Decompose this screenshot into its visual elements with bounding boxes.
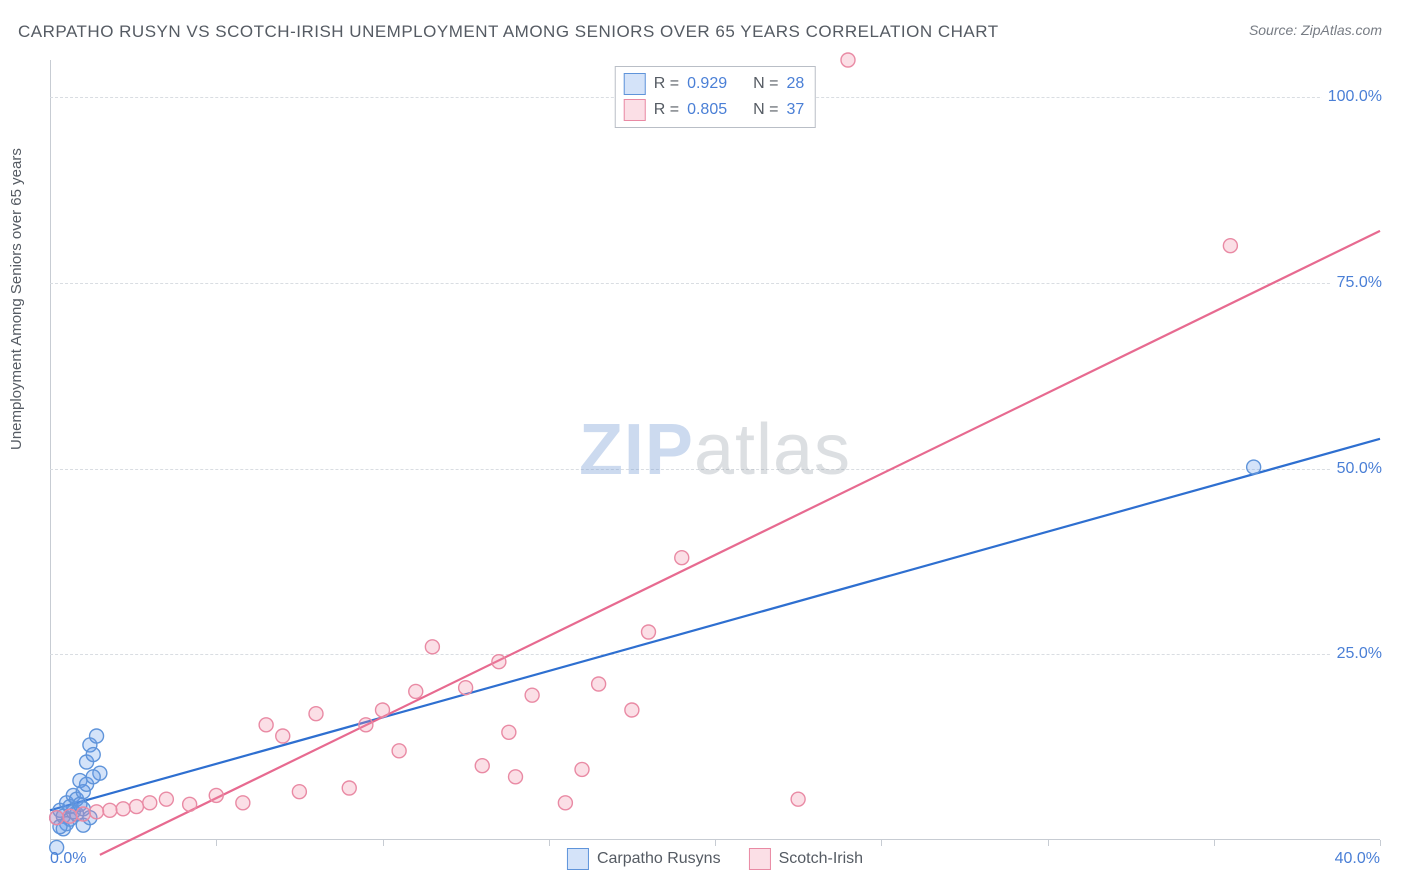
legend-swatch-carpatho: [567, 848, 589, 870]
x-tick-mark: [1380, 840, 1381, 846]
data-point-scotch: [425, 640, 439, 654]
data-point-scotch: [525, 688, 539, 702]
x-tick-mark: [216, 840, 217, 846]
plot-area: 25.0%50.0%75.0%100.0% ZIPatlas R =0.929N…: [50, 60, 1380, 840]
data-point-scotch: [409, 684, 423, 698]
data-point-scotch: [159, 792, 173, 806]
data-point-scotch: [475, 759, 489, 773]
x-tick-mark: [881, 840, 882, 846]
x-tick-mark: [549, 840, 550, 846]
data-point-scotch: [392, 744, 406, 758]
corr-n-val: 37: [786, 97, 804, 123]
data-point-scotch: [116, 802, 130, 816]
series-label: Scotch-Irish: [779, 850, 863, 868]
regression-line-scotch: [100, 231, 1380, 855]
x-tick-max: 40.0%: [1335, 850, 1380, 868]
series-legend-item-scotch: Scotch-Irish: [749, 848, 863, 870]
data-point-scotch: [90, 805, 104, 819]
data-point-scotch: [1223, 239, 1237, 253]
data-point-carpatho: [90, 729, 104, 743]
data-point-scotch: [50, 811, 64, 825]
corr-legend-row-scotch: R = 0.805 N = 37: [624, 97, 805, 123]
regression-line-carpatho: [50, 439, 1380, 810]
data-point-scotch: [376, 703, 390, 717]
corr-n-key: N =: [753, 71, 778, 97]
corr-r-val: 0.929: [687, 71, 727, 97]
data-point-scotch: [292, 785, 306, 799]
x-tick-mark: [715, 840, 716, 846]
data-point-scotch: [558, 796, 572, 810]
data-point-scotch: [642, 625, 656, 639]
data-point-carpatho: [1247, 460, 1261, 474]
source-credit: Source: ZipAtlas.com: [1249, 22, 1382, 38]
data-point-scotch: [76, 807, 90, 821]
data-point-scotch: [459, 681, 473, 695]
data-point-scotch: [841, 53, 855, 67]
data-point-scotch: [359, 718, 373, 732]
data-point-scotch: [342, 781, 356, 795]
chart-title: CARPATHO RUSYN VS SCOTCH-IRISH UNEMPLOYM…: [18, 22, 999, 42]
data-point-scotch: [492, 655, 506, 669]
data-point-scotch: [103, 803, 117, 817]
data-point-scotch: [625, 703, 639, 717]
corr-n-val: 28: [786, 71, 804, 97]
data-point-carpatho: [86, 748, 100, 762]
data-point-scotch: [309, 707, 323, 721]
x-tick-mark: [1048, 840, 1049, 846]
data-point-scotch: [259, 718, 273, 732]
data-point-scotch: [575, 762, 589, 776]
corr-r-key: R =: [654, 97, 679, 123]
data-point-scotch: [143, 796, 157, 810]
corr-r-val: 0.805: [687, 97, 727, 123]
data-point-scotch: [675, 551, 689, 565]
chart-svg: [50, 60, 1380, 840]
data-point-scotch: [276, 729, 290, 743]
correlation-legend: R = 0.929 N = 28 R = 0.805 N = 37: [615, 66, 816, 128]
legend-swatch-scotch: [749, 848, 771, 870]
data-point-scotch: [129, 800, 143, 814]
x-tick-mark: [383, 840, 384, 846]
x-tick-mark: [1214, 840, 1215, 846]
data-point-scotch: [502, 725, 516, 739]
data-point-scotch: [63, 809, 77, 823]
y-axis-label: Unemployment Among Seniors over 65 years: [8, 148, 25, 450]
corr-r-key: R =: [654, 71, 679, 97]
data-point-carpatho: [86, 770, 100, 784]
series-label: Carpatho Rusyns: [597, 850, 721, 868]
series-legend-item-carpatho: Carpatho Rusyns: [567, 848, 721, 870]
corr-n-key: N =: [753, 97, 778, 123]
x-tick-min: 0.0%: [50, 850, 86, 868]
data-point-scotch: [509, 770, 523, 784]
data-point-scotch: [236, 796, 250, 810]
data-point-scotch: [183, 797, 197, 811]
legend-swatch-scotch: [624, 99, 646, 121]
series-legend: Carpatho Rusyns Scotch-Irish: [567, 848, 863, 870]
data-point-scotch: [592, 677, 606, 691]
data-point-scotch: [791, 792, 805, 806]
legend-swatch-carpatho: [624, 73, 646, 95]
data-point-scotch: [209, 788, 223, 802]
corr-legend-row-carpatho: R = 0.929 N = 28: [624, 71, 805, 97]
